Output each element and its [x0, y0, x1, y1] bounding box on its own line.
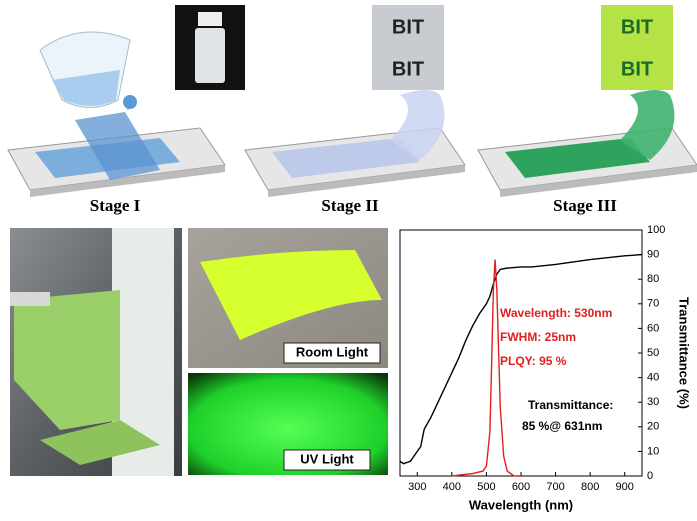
y-tick-label: 100 [647, 224, 665, 236]
annotation: PLQY: 95 % [500, 354, 567, 368]
stage-2-illustration [244, 5, 466, 197]
stage-label: Stage II [321, 196, 379, 215]
y-tick-label: 80 [647, 273, 659, 285]
x-tick-label: 700 [546, 481, 564, 493]
x-tick-label: 800 [581, 481, 599, 493]
x-tick-label: 400 [443, 481, 461, 493]
sample-text: BIT [392, 58, 424, 80]
y-tick-label: 20 [647, 421, 659, 433]
uv-light-photo [188, 373, 388, 475]
y-tick-label: 10 [647, 445, 659, 457]
sample-text: BIT [392, 16, 424, 38]
series-line [451, 259, 521, 477]
annotation: Transmittance: [528, 398, 613, 412]
x-tick-label: 900 [616, 481, 634, 493]
x-tick-label: 600 [512, 481, 530, 493]
x-tick-label: 500 [477, 481, 495, 493]
annotation: FWHM: 25nm [500, 330, 576, 344]
y-tick-label: 40 [647, 372, 659, 384]
sample-text: BIT [621, 58, 653, 80]
annotation: 85 %@ 631nm [522, 419, 602, 433]
stage-label: Stage I [90, 196, 141, 215]
sample-text: BIT [621, 16, 653, 38]
stage-label: Stage III [553, 196, 617, 215]
photo-label: UV Light [300, 451, 354, 466]
y-tick-label: 30 [647, 396, 659, 408]
y-tick-label: 70 [647, 298, 659, 310]
y-tick-label: 50 [647, 347, 659, 359]
series-line [399, 253, 643, 465]
y-axis-label: Transmittance (%) [677, 297, 692, 409]
room-light-photo [188, 228, 388, 368]
annotation: Wavelength: 530nm [500, 306, 612, 320]
photo-label: Room Light [296, 344, 369, 359]
y-tick-label: 0 [647, 470, 653, 482]
x-tick-label: 300 [408, 481, 426, 493]
factory-photo [10, 228, 182, 476]
stage-1-illustration [7, 5, 245, 197]
stage-3-illustration [477, 5, 697, 197]
y-tick-label: 90 [647, 249, 659, 261]
y-tick-label: 60 [647, 322, 659, 334]
x-axis-label: Wavelength (nm) [469, 497, 573, 512]
